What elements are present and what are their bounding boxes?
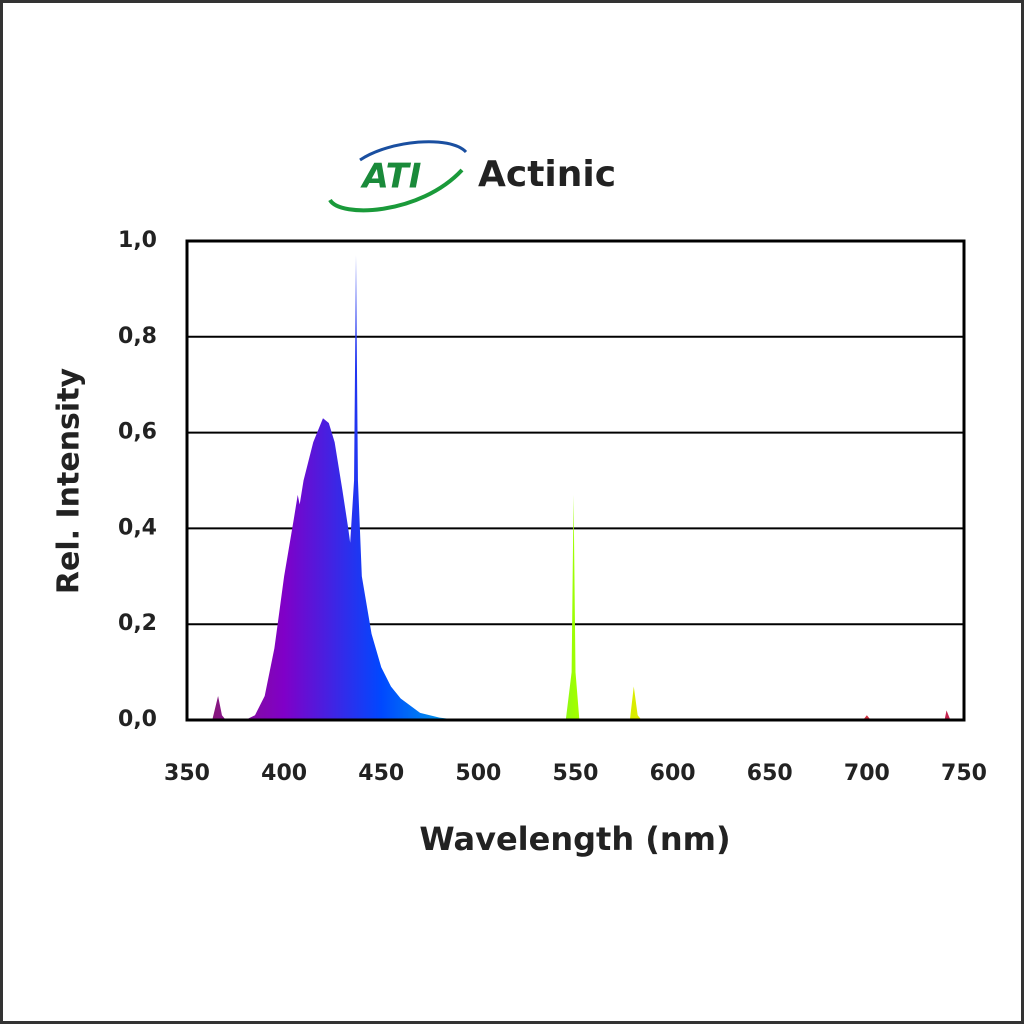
logo-text: ATI (360, 157, 422, 197)
x-axis-label: Wavelength (nm) (419, 820, 730, 858)
x-tick-label: 450 (358, 761, 404, 786)
x-tick-label: 600 (650, 761, 696, 786)
y-tick-label: 0,2 (118, 611, 157, 636)
y-tick-label: 0,0 (118, 707, 157, 732)
logo-swoosh (328, 168, 464, 213)
x-tick-label: 750 (941, 761, 987, 786)
x-tick-label: 550 (553, 761, 599, 786)
logo: ATI (328, 140, 468, 213)
logo-swoosh (359, 140, 468, 162)
y-tick-label: 0,6 (118, 420, 157, 445)
y-tick-label: 0,8 (118, 324, 157, 349)
x-tick-label: 500 (455, 761, 501, 786)
x-tick-label: 350 (164, 761, 210, 786)
x-tick-label: 400 (261, 761, 307, 786)
y-tick-label: 1,0 (118, 228, 157, 253)
y-axis-label: Rel. Intensity (52, 367, 87, 594)
x-tick-label: 650 (747, 761, 793, 786)
chart-title: Actinic (478, 154, 616, 195)
plot-border (185, 239, 966, 722)
x-tick-label: 700 (844, 761, 890, 786)
y-tick-label: 0,4 (118, 515, 157, 540)
